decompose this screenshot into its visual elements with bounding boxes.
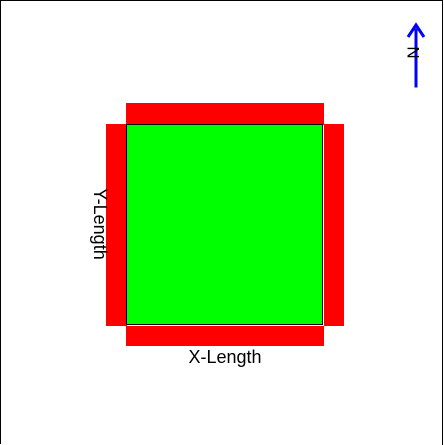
north-arrow-icon xyxy=(404,22,428,88)
bottom-red-edge xyxy=(126,326,324,346)
green-area xyxy=(126,124,323,325)
north-label: N xyxy=(403,46,423,59)
diagram-frame-right-border xyxy=(442,0,443,445)
y-length-label: Y-Length xyxy=(90,188,110,260)
right-red-edge xyxy=(324,124,344,326)
x-length-label: X-Length xyxy=(188,347,262,367)
top-red-edge xyxy=(126,103,324,125)
left-red-edge xyxy=(106,124,127,326)
